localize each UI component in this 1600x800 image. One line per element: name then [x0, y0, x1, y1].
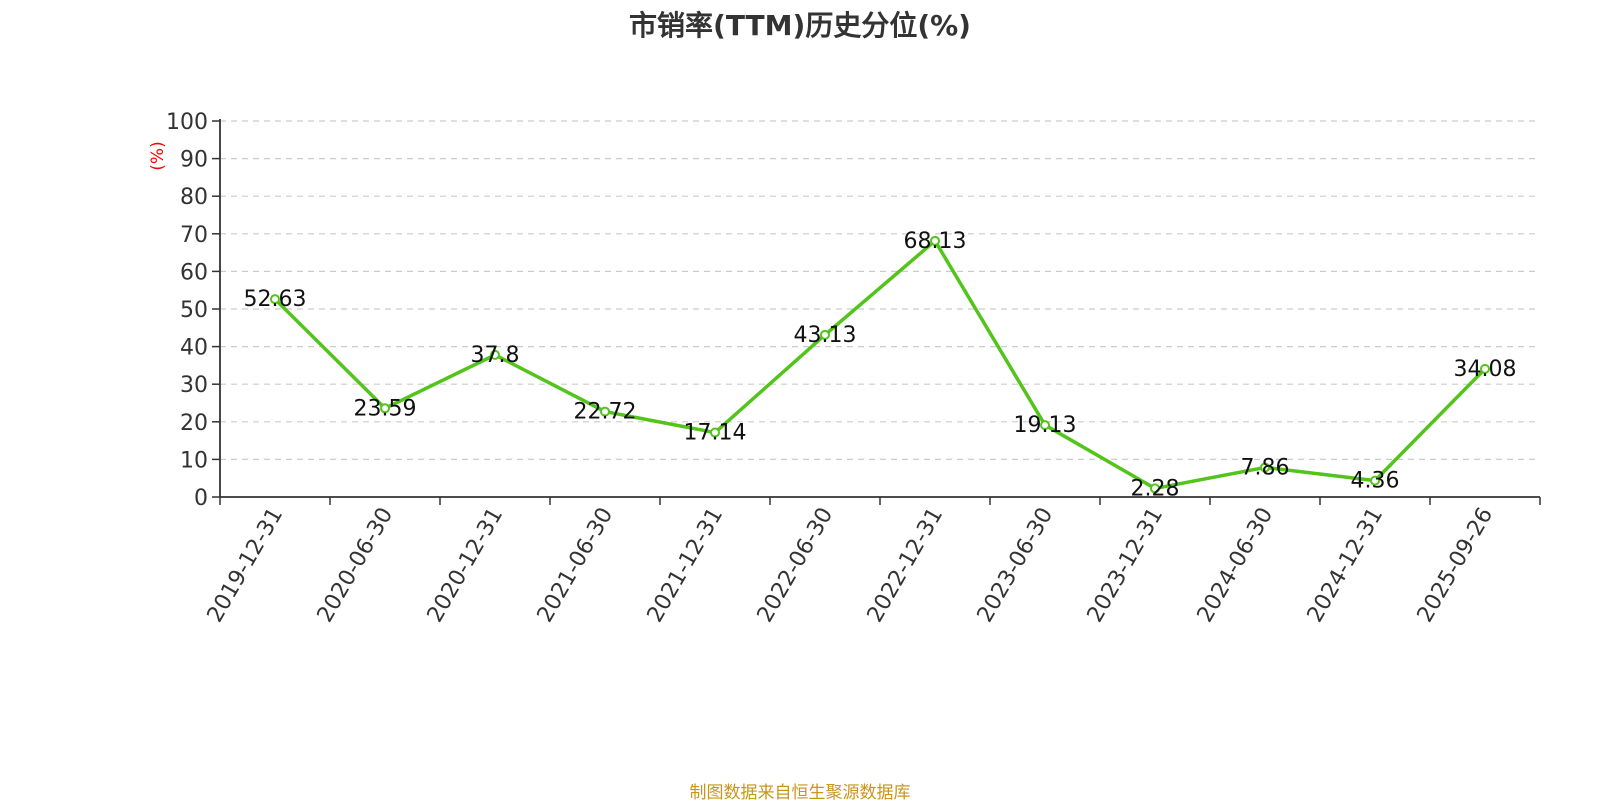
data-label: 2.28	[1131, 476, 1180, 501]
data-point	[1370, 475, 1380, 486]
data-point	[1040, 420, 1050, 431]
data-label: 52.63	[244, 287, 307, 312]
x-tick-label: 2025-09-26	[1413, 504, 1499, 627]
x-tick-label: 2020-06-30	[313, 504, 399, 627]
data-label: 37.8	[471, 343, 520, 368]
data-label: 22.72	[574, 400, 637, 425]
data-point	[1480, 363, 1490, 374]
data-point	[820, 329, 830, 340]
data-point	[710, 427, 720, 438]
data-point	[380, 403, 390, 414]
x-tick-label: 2023-06-30	[973, 504, 1059, 627]
series-line	[273, 239, 1487, 491]
y-tick-label: 20	[180, 411, 208, 436]
y-tick-label: 70	[180, 223, 208, 248]
y-axis-label: (%)	[148, 141, 168, 170]
x-tick-label: 2021-12-31	[643, 504, 729, 627]
y-tick-label: 50	[180, 298, 208, 323]
x-tick-label: 2022-06-30	[753, 504, 839, 627]
x-tick-label: 2020-12-31	[423, 504, 509, 627]
data-point	[270, 294, 280, 305]
chart-title: 市销率(TTM)历史分位(%)	[629, 9, 971, 42]
data-point	[600, 406, 610, 417]
data-point	[1150, 483, 1160, 494]
y-tick-label: 80	[180, 185, 208, 210]
y-tick-label: 90	[180, 148, 208, 173]
x-tick-label: 2024-06-30	[1193, 504, 1279, 627]
y-tick-label: 100	[166, 110, 208, 135]
x-tick-label: 2021-06-30	[533, 504, 619, 627]
data-point	[1260, 462, 1270, 473]
data-label: 68.13	[904, 229, 967, 254]
y-tick-label: 30	[180, 373, 208, 398]
x-tick-label: 2022-12-31	[863, 504, 949, 627]
data-label: 7.86	[1241, 455, 1290, 480]
y-tick-label: 10	[180, 448, 208, 473]
data-label: 19.13	[1014, 413, 1077, 438]
y-tick-label: 0	[194, 486, 208, 511]
data-label: 23.59	[354, 396, 417, 421]
x-tick-label: 2023-12-31	[1083, 504, 1169, 627]
data-label: 43.13	[794, 323, 857, 348]
data-label: 17.14	[684, 421, 747, 446]
y-tick-label: 40	[180, 336, 208, 361]
data-point	[930, 235, 940, 246]
data-label: 34.08	[1454, 357, 1517, 382]
y-tick-label: 60	[180, 260, 208, 285]
x-tick-label: 2019-12-31	[203, 504, 289, 627]
data-label: 4.36	[1351, 469, 1400, 494]
x-tick-label: 2024-12-31	[1303, 504, 1389, 627]
source-note: 制图数据来自恒生聚源数据库	[689, 783, 911, 800]
data-point	[490, 349, 500, 360]
